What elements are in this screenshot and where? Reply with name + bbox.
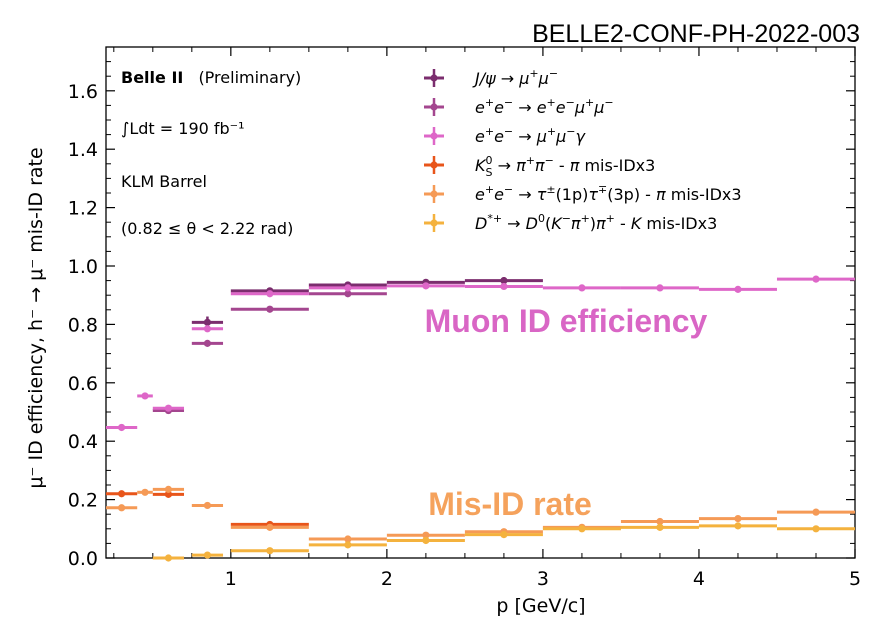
axis-ticks: 1 2 3 4 5 0.0 0.2 0.4 0.6 0.8 1.0 1.2 1.4 1.6: [68, 47, 861, 590]
legend-label: J/ψ → μ+μ−: [472, 67, 558, 88]
legend-entry-mumugamma: e+e− → μ+μ−γ: [424, 125, 587, 146]
data-point: [191, 325, 224, 333]
data-point: [152, 554, 185, 562]
y-tick-label: 1.2: [68, 198, 98, 220]
series-eemumu: [152, 290, 387, 415]
x-tick-label: 4: [693, 568, 705, 590]
svg-text:Belle II (Preliminary): Belle II (Preliminary): [121, 68, 301, 87]
muon-efficiency-annotation: Muon ID efficiency: [425, 303, 708, 339]
data-points: [106, 275, 855, 562]
data-point: [620, 523, 699, 531]
data-point: [106, 504, 138, 512]
legend-label: e+e− → μ+μ−γ: [475, 125, 587, 146]
data-point: [308, 290, 387, 298]
axes-frame: [105, 46, 856, 559]
x-tick-label: 2: [381, 568, 393, 590]
data-point: [152, 404, 185, 412]
data-point: [308, 541, 387, 549]
y-tick-label: 1.6: [68, 81, 98, 103]
data-point: [464, 282, 543, 291]
data-point: [230, 523, 309, 531]
data-point: [191, 339, 224, 347]
legend-entry-jpsi: J/ψ → μ+μ−: [424, 67, 558, 88]
series-mumugamma: [106, 275, 855, 432]
legend-label: K0 S → π+π− - π mis-IDx3: [475, 154, 655, 179]
legend-entry-kshort: K0 S → π+π− - π mis-IDx3: [424, 154, 655, 179]
data-point: [308, 535, 387, 543]
x-tick-label: 3: [537, 568, 549, 590]
x-tick-label: 5: [849, 568, 861, 590]
y-tick-label: 0.2: [68, 490, 98, 512]
info-block: Belle II (Preliminary) ∫Ldt = 190 fb⁻¹ K…: [121, 68, 301, 238]
y-tick-label: 0.8: [68, 314, 98, 336]
data-point: [386, 536, 465, 545]
data-point: [230, 305, 309, 313]
legend-entry-dstar: D*+ → D0(K−π+)π+ - K mis-IDx3: [424, 212, 717, 233]
x-tick-label: 1: [225, 568, 237, 590]
data-point: [137, 488, 153, 496]
data-point: [464, 531, 543, 539]
data-point: [386, 282, 465, 290]
y-axis-label: μ⁻ ID efficiency, h⁻ → μ⁻ mis-ID rate: [25, 147, 47, 488]
legend: J/ψ → μ+μ− e+e− → e+e−μ+μ− e+e− → μ+μ−γ K0 S…: [424, 67, 742, 233]
data-point: [308, 284, 387, 292]
y-tick-label: 0.0: [68, 548, 98, 570]
data-point: [698, 514, 777, 523]
data-point: [152, 490, 185, 498]
data-point: [191, 316, 224, 329]
data-point: [106, 423, 138, 432]
data-point: [776, 525, 855, 533]
legend-entry-tau: e+e− → τ±(1p)τ∓(3p) - π mis-IDx3: [424, 183, 742, 204]
data-point: [386, 531, 465, 539]
theta-range-label: (0.82 ≤ θ < 2.22 rad): [121, 219, 293, 238]
data-point: [230, 547, 309, 555]
legend-label: D*+ → D0(K−π+)π+ - K mis-IDx3: [475, 212, 717, 233]
data-point: [191, 501, 224, 510]
data-point: [776, 508, 855, 516]
conference-id: BELLE2-CONF-PH-2022-003: [532, 20, 860, 48]
data-point: [106, 490, 138, 498]
preliminary-label: (Preliminary): [198, 68, 301, 87]
data-point: [191, 551, 224, 559]
legend-label: e+e− → e+e−μ+μ−: [475, 96, 614, 117]
y-tick-label: 0.4: [68, 431, 98, 453]
plot-frame: [105, 46, 856, 559]
data-point: [776, 275, 855, 283]
data-point: [152, 485, 185, 493]
data-point: [542, 284, 621, 292]
data-point: [230, 290, 309, 298]
misid-rate-annotation: Mis-ID rate: [428, 486, 592, 522]
legend-entry-eemumu: e+e− → e+e−μ+μ−: [424, 96, 614, 117]
detector-label: KLM Barrel: [121, 172, 207, 191]
series-dstar: [152, 522, 855, 562]
x-axis-label: p [GeV/c]: [496, 595, 585, 617]
data-point: [698, 285, 777, 293]
luminosity-label: ∫Ldt = 190 fb⁻¹: [121, 119, 245, 138]
data-point: [620, 517, 699, 526]
experiment-name: Belle II: [121, 68, 183, 87]
data-point: [698, 522, 777, 530]
y-tick-label: 1.0: [68, 256, 98, 278]
data-point: [137, 392, 153, 400]
data-point: [620, 284, 699, 292]
data-point: [542, 525, 621, 533]
legend-label: e+e− → τ±(1p)τ∓(3p) - π mis-IDx3: [475, 183, 742, 204]
y-tick-label: 1.4: [68, 139, 98, 161]
y-tick-label: 0.6: [68, 373, 98, 395]
